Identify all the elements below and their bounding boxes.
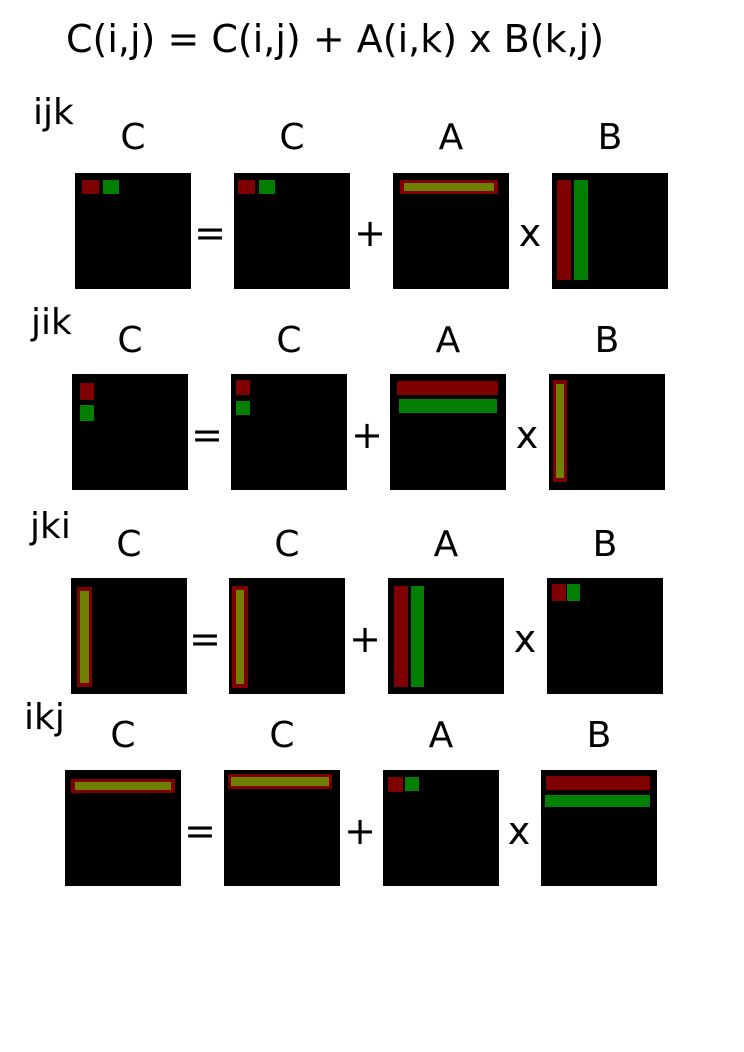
- times-operator: x: [518, 211, 542, 255]
- matrix-label-c: C: [274, 524, 300, 565]
- matrix-label-b: B: [592, 524, 618, 565]
- matrix-label-b: B: [597, 117, 623, 158]
- matrix-c-result: [72, 374, 188, 490]
- column-overlap: [556, 384, 564, 478]
- loop-order-label: jik: [31, 302, 72, 343]
- matrix-label-c: C: [276, 320, 302, 361]
- element-block: [236, 380, 250, 395]
- matrix-b: [552, 173, 668, 289]
- matrix-label-a: A: [428, 715, 454, 756]
- times-operator: x: [513, 617, 537, 661]
- matrix-c-input: [231, 374, 347, 490]
- matrix-label-c: C: [269, 715, 295, 756]
- equals-operator: =: [189, 617, 221, 661]
- matrix-c-input: [224, 770, 340, 886]
- plus-operator: +: [354, 211, 386, 255]
- loop-order-label: jki: [30, 506, 71, 547]
- row-highlight: [546, 776, 650, 790]
- matrix-a: [390, 374, 506, 490]
- matrix-label-b: B: [586, 715, 612, 756]
- plus-operator: +: [351, 413, 383, 457]
- row-highlight: [399, 399, 497, 413]
- matrix-c-input: [234, 173, 350, 289]
- element-block: [80, 405, 94, 421]
- row-overlap: [75, 782, 171, 790]
- element-block: [388, 777, 403, 792]
- element-block: [552, 584, 566, 601]
- matrix-a: [393, 173, 509, 289]
- row-highlight: [545, 795, 650, 807]
- plus-operator: +: [349, 617, 381, 661]
- element-block: [80, 383, 94, 400]
- element-block: [82, 180, 99, 194]
- matrix-c-result: [75, 173, 191, 289]
- matrix-label-a: A: [438, 117, 464, 158]
- matrix-b: [549, 374, 665, 490]
- equals-operator: =: [184, 809, 216, 853]
- matrix-label-c: C: [110, 715, 136, 756]
- matrix-label-c: C: [279, 117, 305, 158]
- equals-operator: =: [191, 413, 223, 457]
- matrix-label-a: A: [433, 524, 459, 565]
- column-highlight: [557, 180, 571, 280]
- column-overlap: [80, 591, 89, 683]
- matrix-label-c: C: [116, 524, 142, 565]
- matrix-a: [383, 770, 499, 886]
- element-block: [405, 777, 419, 791]
- matrix-label-c: C: [117, 320, 143, 361]
- column-highlight: [574, 180, 588, 280]
- element-block: [236, 401, 250, 415]
- matrix-label-c: C: [120, 117, 146, 158]
- loop-order-label: ikj: [24, 697, 65, 738]
- element-block: [259, 180, 275, 194]
- matrix-label-a: A: [435, 320, 461, 361]
- column-highlight: [394, 586, 408, 687]
- column-overlap: [236, 590, 244, 684]
- matrix-c-result: [65, 770, 181, 886]
- loop-order-label: ijk: [33, 92, 74, 133]
- times-operator: x: [507, 809, 531, 853]
- plus-operator: +: [344, 809, 376, 853]
- matrix-b: [541, 770, 657, 886]
- row-overlap: [231, 777, 329, 786]
- column-highlight: [411, 586, 424, 687]
- matrix-c-input: [229, 578, 345, 694]
- equals-operator: =: [194, 211, 226, 255]
- matrix-b: [547, 578, 663, 694]
- equation-title: C(i,j) = C(i,j) + A(i,k) x B(k,j): [66, 17, 605, 61]
- matrix-a: [388, 578, 504, 694]
- times-operator: x: [515, 413, 539, 457]
- matrix-c-result: [71, 578, 187, 694]
- element-block: [567, 584, 580, 601]
- row-overlap: [404, 183, 494, 191]
- element-block: [238, 180, 255, 194]
- row-highlight: [397, 381, 498, 395]
- element-block: [103, 180, 119, 194]
- matrix-label-b: B: [594, 320, 620, 361]
